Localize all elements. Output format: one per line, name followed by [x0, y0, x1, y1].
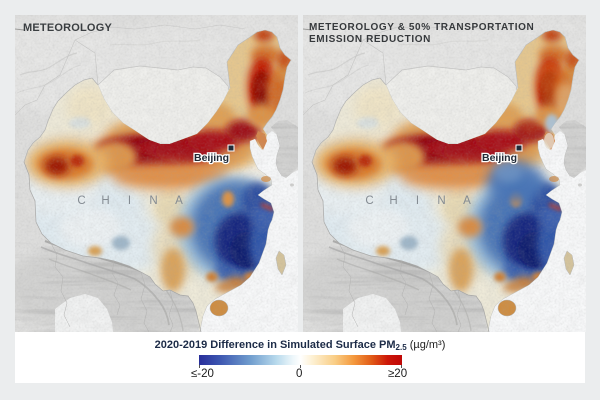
svg-text:C: C: [77, 195, 85, 207]
svg-text:N: N: [149, 195, 157, 207]
svg-text:A: A: [463, 195, 471, 207]
svg-text:C: C: [365, 195, 373, 207]
svg-text:H: H: [101, 195, 109, 207]
svg-text:Beijing: Beijing: [482, 152, 517, 164]
svg-text:N: N: [437, 195, 445, 207]
svg-text:Beijing: Beijing: [194, 152, 229, 164]
svg-text:I: I: [128, 195, 131, 207]
svg-text:A: A: [175, 195, 183, 207]
svg-text:I: I: [416, 195, 419, 207]
svg-text:H: H: [389, 195, 397, 207]
